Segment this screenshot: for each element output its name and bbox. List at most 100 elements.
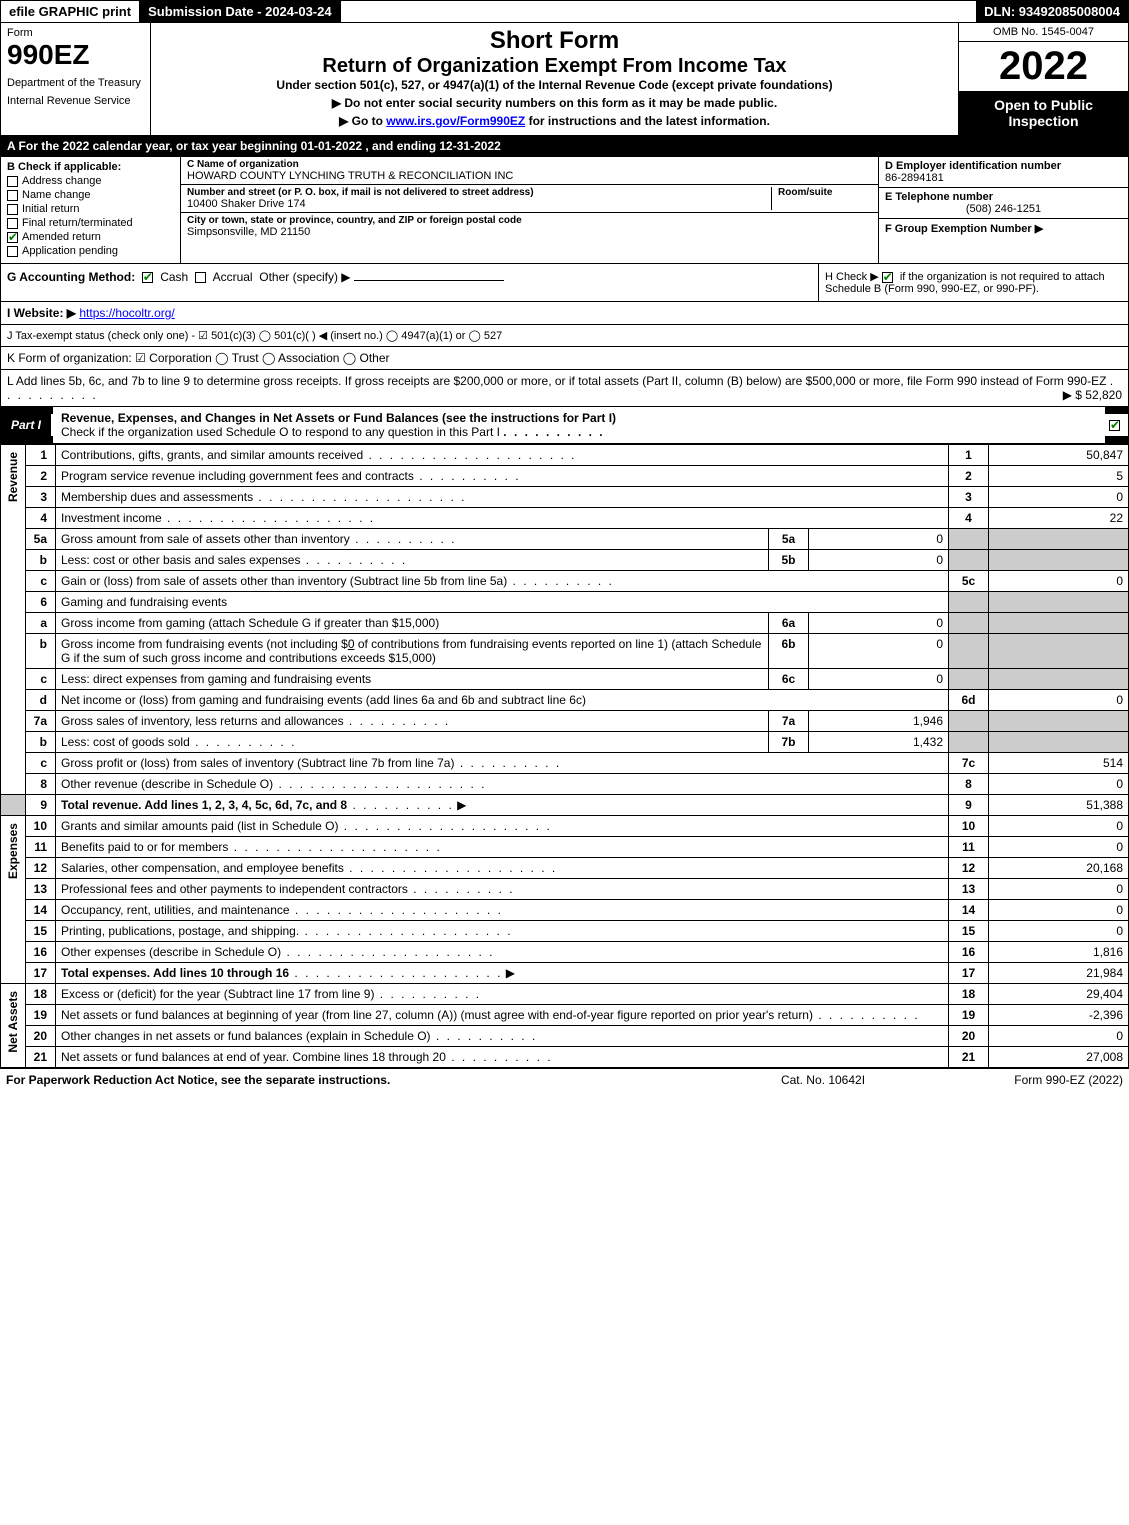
part1-tab: Part I <box>1 414 53 436</box>
irs-link[interactable]: www.irs.gov/Form990EZ <box>386 114 525 128</box>
amt-7c: 514 <box>989 753 1129 774</box>
subamt-7a: 1,946 <box>809 711 949 732</box>
lbl-6b-pre: Gross income from fundraising events (no… <box>61 637 348 651</box>
c-street-label: Number and street (or P. O. box, if mail… <box>187 187 765 198</box>
lbl-19: Net assets or fund balances at beginning… <box>61 1008 813 1022</box>
chk-initial-return[interactable] <box>7 204 18 215</box>
subamt-5a: 0 <box>809 529 949 550</box>
lbl-12: Salaries, other compensation, and employ… <box>61 861 344 875</box>
lbl-6b-val: 0 <box>348 637 355 651</box>
row-l-gross-receipts: L Add lines 5b, 6c, and 7b to line 9 to … <box>0 370 1129 407</box>
lbl-20: Other changes in net assets or fund bala… <box>61 1029 431 1043</box>
f-group-label: F Group Exemption Number ▶ <box>885 222 1122 235</box>
sub-6a: 6a <box>769 613 809 634</box>
c-city: Simpsonsville, MD 21150 <box>187 226 872 238</box>
lbl-11: Benefits paid to or for members <box>61 840 228 854</box>
sub-5a: 5a <box>769 529 809 550</box>
amt-8: 0 <box>989 774 1129 795</box>
amt-10: 0 <box>989 816 1129 837</box>
e-tel-label: E Telephone number <box>885 191 1122 203</box>
omb-number: OMB No. 1545-0047 <box>959 23 1128 42</box>
lbl-6a: Gross income from gaming (attach Schedul… <box>61 616 439 630</box>
amt-13: 0 <box>989 879 1129 900</box>
form-number: 990EZ <box>7 39 144 71</box>
lbl-5c: Gain or (loss) from sale of assets other… <box>61 574 507 588</box>
note-goto-pre: ▶ Go to <box>339 114 386 128</box>
col-c-org-info: C Name of organization HOWARD COUNTY LYN… <box>181 157 878 263</box>
tax-year: 2022 <box>959 42 1128 91</box>
lbl-6: Gaming and fundraising events <box>56 592 949 613</box>
row-k-form-org: K Form of organization: ☑ Corporation ◯ … <box>0 347 1129 370</box>
submission-date: Submission Date - 2024-03-24 <box>140 1 341 22</box>
lbl-2: Program service revenue including govern… <box>61 469 414 483</box>
h-schedule-b: H Check ▶ if the organization is not req… <box>818 264 1128 301</box>
lbl-7b: Less: cost of goods sold <box>61 735 190 749</box>
lbl-initial-return: Initial return <box>22 203 79 215</box>
amt-21: 27,008 <box>989 1047 1129 1068</box>
header-center: Short Form Return of Organization Exempt… <box>151 23 958 135</box>
lbl-7a: Gross sales of inventory, less returns a… <box>61 714 344 728</box>
amt-14: 0 <box>989 900 1129 921</box>
g-label: G Accounting Method: <box>7 270 135 284</box>
lbl-accrual: Accrual <box>213 270 253 284</box>
chk-final-return[interactable] <box>7 218 18 229</box>
lbl-13: Professional fees and other payments to … <box>61 882 408 896</box>
d-ein-label: D Employer identification number <box>885 160 1122 172</box>
note-goto-post: for instructions and the latest informat… <box>525 114 770 128</box>
amt-5c: 0 <box>989 571 1129 592</box>
g-accounting: G Accounting Method: Cash Accrual Other … <box>1 264 818 301</box>
amt-4: 22 <box>989 508 1129 529</box>
chk-schedule-o[interactable] <box>1109 420 1120 431</box>
form-header: Form 990EZ Department of the Treasury In… <box>0 23 1129 136</box>
footer-left: For Paperwork Reduction Act Notice, see … <box>6 1073 723 1087</box>
amt-15: 0 <box>989 921 1129 942</box>
subamt-6b: 0 <box>809 634 949 669</box>
h-pre: H Check ▶ <box>825 271 882 283</box>
lbl-final-return: Final return/terminated <box>22 217 133 229</box>
chk-name-change[interactable] <box>7 190 18 201</box>
top-bar: efile GRAPHIC print Submission Date - 20… <box>0 0 1129 23</box>
sub-7b: 7b <box>769 732 809 753</box>
chk-schedule-b[interactable] <box>882 272 893 283</box>
subtitle: Under section 501(c), 527, or 4947(a)(1)… <box>155 78 954 92</box>
sub-5b: 5b <box>769 550 809 571</box>
chk-amended-return[interactable] <box>7 232 18 243</box>
header-left: Form 990EZ Department of the Treasury In… <box>1 23 151 135</box>
row-a-period: A For the 2022 calendar year, or tax yea… <box>0 136 1129 157</box>
title-return: Return of Organization Exempt From Incom… <box>155 55 954 78</box>
amt-17: 21,984 <box>989 963 1129 984</box>
c-city-label: City or town, state or province, country… <box>187 215 872 226</box>
title-short-form: Short Form <box>155 27 954 55</box>
dept-treasury: Department of the Treasury <box>7 77 144 89</box>
lbl-6d: Net income or (loss) from gaming and fun… <box>61 693 586 707</box>
section-revenue: Revenue <box>1 445 26 795</box>
chk-accrual[interactable] <box>195 272 206 283</box>
lbl-name-change: Name change <box>22 189 91 201</box>
lbl-other: Other (specify) ▶ <box>259 270 350 284</box>
amt-11: 0 <box>989 837 1129 858</box>
subamt-5b: 0 <box>809 550 949 571</box>
row-gh: G Accounting Method: Cash Accrual Other … <box>0 264 1129 302</box>
subamt-7b: 1,432 <box>809 732 949 753</box>
sub-7a: 7a <box>769 711 809 732</box>
sub-6b: 6b <box>769 634 809 669</box>
lbl-cash: Cash <box>160 270 188 284</box>
lbl-8: Other revenue (describe in Schedule O) <box>61 777 273 791</box>
lbl-9: Total revenue. Add lines 1, 2, 3, 4, 5c,… <box>61 798 347 812</box>
chk-cash[interactable] <box>142 272 153 283</box>
chk-application-pending[interactable] <box>7 246 18 257</box>
amt-2: 5 <box>989 466 1129 487</box>
efile-label: efile GRAPHIC print <box>1 1 140 22</box>
sub-6c: 6c <box>769 669 809 690</box>
amt-9: 51,388 <box>989 795 1129 816</box>
lbl-5b: Less: cost or other basis and sales expe… <box>61 553 300 567</box>
lbl-14: Occupancy, rent, utilities, and maintena… <box>61 903 290 917</box>
chk-address-change[interactable] <box>7 176 18 187</box>
lbl-application-pending: Application pending <box>22 245 118 257</box>
amt-16: 1,816 <box>989 942 1129 963</box>
website-link[interactable]: https://hocoltr.org/ <box>79 306 174 320</box>
lbl-7c: Gross profit or (loss) from sales of inv… <box>61 756 454 770</box>
lbl-4: Investment income <box>61 511 162 525</box>
part1-header: Part I Revenue, Expenses, and Changes in… <box>0 407 1129 444</box>
row-i-website: I Website: ▶ https://hocoltr.org/ <box>0 302 1129 325</box>
